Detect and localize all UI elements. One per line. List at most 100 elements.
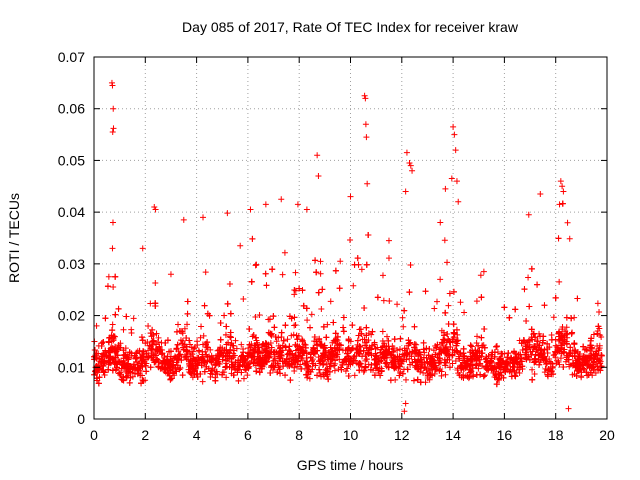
data-point bbox=[500, 374, 507, 381]
data-point bbox=[317, 357, 324, 364]
data-point bbox=[595, 357, 602, 364]
data-point bbox=[102, 315, 109, 322]
data-point bbox=[431, 359, 438, 366]
data-point bbox=[459, 359, 466, 366]
data-point bbox=[340, 328, 347, 335]
data-point bbox=[378, 365, 385, 372]
data-point bbox=[254, 341, 261, 348]
data-point bbox=[356, 367, 363, 374]
data-point bbox=[478, 294, 485, 301]
data-point bbox=[407, 262, 414, 269]
data-point bbox=[571, 341, 578, 348]
data-point bbox=[373, 361, 380, 368]
data-point bbox=[112, 343, 119, 350]
data-point bbox=[307, 324, 314, 331]
data-point bbox=[381, 340, 388, 347]
data-point bbox=[394, 347, 401, 354]
data-point bbox=[477, 360, 484, 367]
x-tick-label: 16 bbox=[497, 427, 513, 443]
data-point bbox=[380, 297, 387, 304]
data-point bbox=[579, 355, 586, 362]
data-point bbox=[575, 368, 582, 375]
data-point bbox=[397, 356, 404, 363]
data-point bbox=[200, 332, 207, 339]
data-point bbox=[349, 322, 356, 329]
data-point bbox=[299, 337, 306, 344]
data-point bbox=[475, 342, 482, 349]
data-point bbox=[557, 342, 564, 349]
data-point bbox=[347, 347, 354, 354]
data-point bbox=[386, 298, 393, 305]
data-point bbox=[522, 343, 529, 350]
data-point bbox=[506, 314, 513, 321]
data-point bbox=[292, 287, 299, 294]
data-point bbox=[588, 335, 595, 342]
data-point bbox=[541, 302, 548, 309]
data-point bbox=[334, 344, 341, 351]
data-point bbox=[596, 325, 603, 332]
data-point bbox=[446, 364, 453, 371]
data-point bbox=[153, 341, 160, 348]
data-point bbox=[213, 355, 220, 362]
data-point bbox=[402, 188, 409, 195]
data-point bbox=[98, 343, 105, 350]
data-point bbox=[407, 162, 414, 169]
data-point bbox=[446, 290, 453, 297]
y-axis-label: ROTI / TECUs bbox=[6, 193, 22, 283]
data-point bbox=[326, 368, 333, 375]
data-point bbox=[405, 337, 412, 344]
data-point bbox=[126, 379, 133, 386]
data-point bbox=[147, 364, 154, 371]
data-point bbox=[417, 379, 424, 386]
data-point bbox=[200, 214, 207, 221]
data-point bbox=[477, 371, 484, 378]
data-point bbox=[444, 330, 451, 337]
data-point bbox=[100, 339, 107, 346]
data-point bbox=[372, 365, 379, 372]
data-point bbox=[441, 337, 448, 344]
y-tick-label: 0.06 bbox=[58, 101, 85, 117]
data-point bbox=[556, 201, 563, 208]
data-point bbox=[288, 315, 295, 322]
data-point bbox=[460, 345, 467, 352]
data-point bbox=[587, 342, 594, 349]
data-point bbox=[176, 352, 183, 359]
data-point bbox=[531, 370, 538, 377]
data-point bbox=[365, 361, 372, 368]
data-point bbox=[493, 374, 500, 381]
data-point bbox=[347, 361, 354, 368]
data-point bbox=[547, 360, 554, 367]
data-point bbox=[565, 405, 572, 412]
data-point bbox=[464, 362, 471, 369]
data-point bbox=[305, 368, 312, 375]
data-point bbox=[410, 377, 417, 384]
data-point bbox=[364, 180, 371, 187]
data-point bbox=[191, 372, 198, 379]
data-point bbox=[199, 341, 206, 348]
data-point bbox=[385, 337, 392, 344]
data-point bbox=[342, 368, 349, 375]
data-point bbox=[177, 364, 184, 371]
data-point bbox=[100, 351, 107, 358]
data-point bbox=[223, 323, 230, 330]
data-point bbox=[420, 346, 427, 353]
data-point bbox=[178, 340, 185, 347]
data-point bbox=[113, 366, 120, 373]
data-point bbox=[445, 321, 452, 328]
data-point bbox=[318, 306, 325, 313]
x-tick-label: 6 bbox=[244, 427, 252, 443]
data-point bbox=[460, 352, 467, 359]
data-point bbox=[431, 370, 438, 377]
data-point bbox=[105, 273, 112, 280]
data-point bbox=[409, 348, 416, 355]
data-point bbox=[505, 350, 512, 357]
data-point bbox=[457, 351, 464, 358]
data-point bbox=[441, 332, 448, 339]
data-point bbox=[227, 334, 234, 341]
data-point bbox=[110, 105, 117, 112]
data-point bbox=[315, 354, 322, 361]
data-point bbox=[174, 362, 181, 369]
data-point bbox=[467, 349, 474, 356]
y-tick-label: 0.04 bbox=[58, 204, 85, 220]
data-point bbox=[561, 336, 568, 343]
